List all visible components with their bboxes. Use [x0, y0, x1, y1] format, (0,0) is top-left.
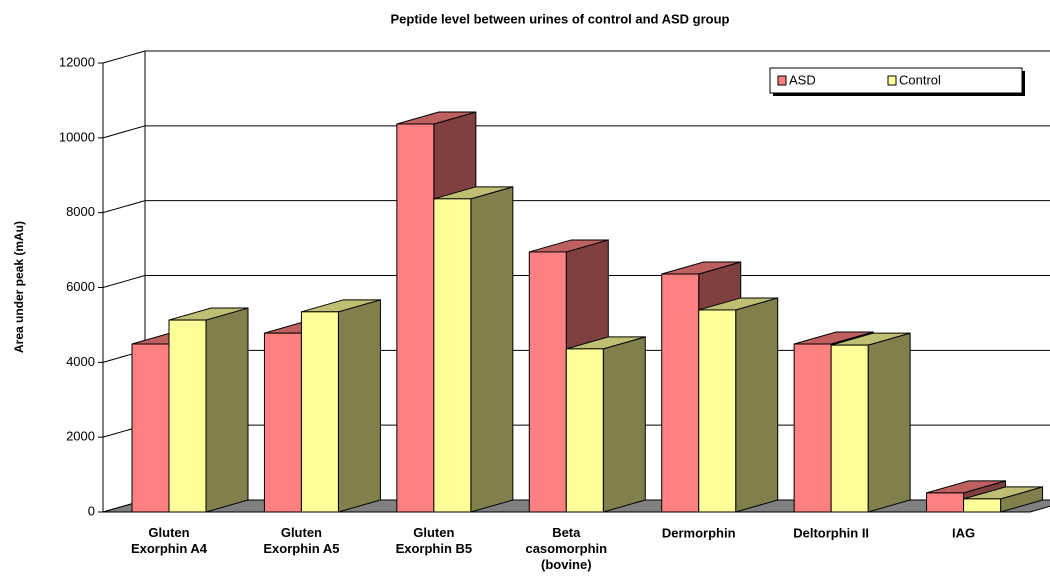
- bar-side: [735, 297, 779, 513]
- x-tick-label: Beta casomorphin (bovine): [525, 525, 607, 572]
- bar: [926, 492, 965, 513]
- bar: [661, 273, 700, 513]
- x-tick-label: Gluten Exorphin B5: [396, 525, 473, 556]
- bar: [793, 343, 832, 513]
- y-tick-label: 10000: [59, 129, 95, 144]
- grid-line: [102, 125, 146, 139]
- bar-side: [205, 307, 249, 513]
- bar: [396, 123, 435, 513]
- x-tick-label: IAG: [952, 525, 975, 540]
- grid-line: [102, 275, 146, 288]
- y-tick-label: 8000: [66, 204, 95, 219]
- x-tick-label: Dermorphin: [662, 525, 736, 540]
- bar: [528, 251, 567, 513]
- bar: [168, 319, 207, 513]
- grid-line: [102, 200, 146, 214]
- bar: [565, 348, 604, 513]
- bar-side: [867, 332, 911, 513]
- x-tick-label: Deltorphin II: [793, 525, 869, 540]
- y-tick-label: 4000: [66, 354, 95, 369]
- x-tick-label: Gluten Exorphin A4: [131, 525, 208, 556]
- bar: [131, 343, 170, 513]
- y-tick-label: 0: [88, 503, 95, 518]
- bar: [830, 344, 869, 513]
- chart-title: Peptide level between urines of control …: [390, 11, 729, 26]
- bar-side: [337, 299, 381, 513]
- y-tick-label: 2000: [66, 429, 95, 444]
- bar: [698, 309, 737, 513]
- bar: [300, 311, 339, 513]
- legend-swatch: [887, 75, 897, 86]
- bar-side: [602, 336, 646, 513]
- y-tick-label: 6000: [66, 279, 95, 294]
- y-tick-label: 12000: [59, 54, 95, 69]
- legend-label: Control: [899, 72, 941, 87]
- bar: [963, 498, 1002, 513]
- bar: [433, 198, 472, 513]
- y-axis-label: Area under peak (mAu): [12, 221, 26, 353]
- grid-line: [102, 50, 146, 64]
- bar-side: [470, 186, 514, 513]
- x-tick-label: Gluten Exorphin A5: [263, 525, 339, 556]
- legend-label: ASD: [789, 72, 816, 87]
- bar: [263, 332, 302, 513]
- legend-swatch: [777, 75, 787, 86]
